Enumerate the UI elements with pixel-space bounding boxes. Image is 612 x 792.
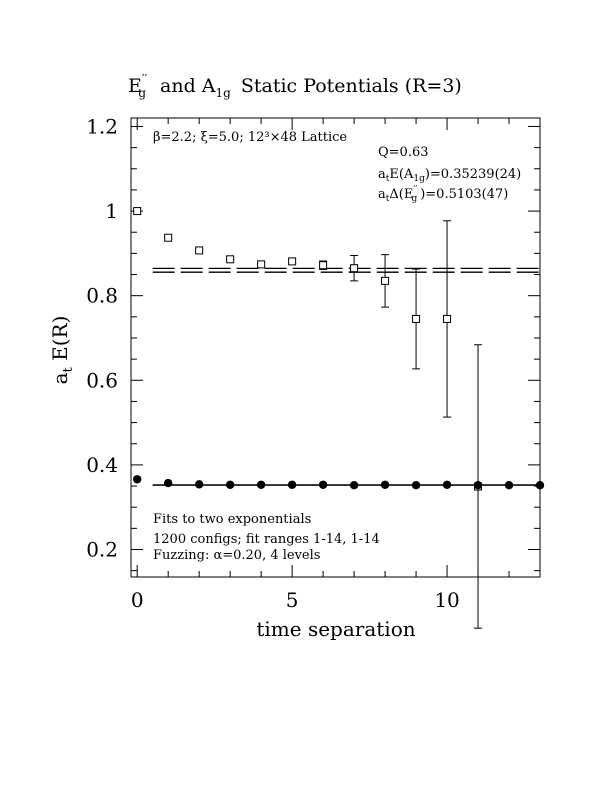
a1g-point: [194, 480, 204, 489]
eg-point: [443, 314, 452, 323]
annotation-lattice: β=2.2; ξ=5.0; 12³×48 Lattice: [153, 130, 347, 145]
y-axis-label: at E(R): [48, 316, 76, 385]
annotation-a1g: atE(A1g)=0.35239(24): [378, 167, 521, 184]
title-middle: and A: [160, 75, 216, 97]
y-tick-label: 1: [105, 199, 118, 223]
a1g-point: [504, 481, 514, 490]
title-prefix: E: [128, 75, 142, 97]
a1g-point: [163, 478, 173, 488]
x-axis-label: time separation: [256, 617, 415, 641]
a1g-sub2: 1g: [413, 174, 425, 184]
x-tick-labels: 0 5 10: [131, 588, 460, 612]
y-label-rest: E(R): [48, 316, 72, 368]
eg-point: [350, 264, 359, 273]
x-tick-label: 10: [434, 588, 459, 612]
title-prefix-sup: ′′: [142, 72, 148, 86]
eg-pre: a: [378, 187, 386, 202]
a1g-point: [132, 475, 142, 484]
eg-point: [195, 246, 204, 255]
a1g-point: [473, 481, 483, 490]
a1g-point: [225, 480, 235, 489]
a1g-point: [256, 480, 266, 489]
eg-point: [257, 260, 266, 269]
a1g-point: [535, 481, 545, 490]
a1g-sub: t: [386, 174, 390, 184]
a1g-val: )=0.35239(24): [425, 167, 521, 182]
chart-title: E′′ g and A1g Static Potentials (R=3): [128, 72, 462, 100]
eg-val: )=0.5103(47): [420, 187, 508, 202]
a1g-point: [442, 480, 452, 489]
y-tick-label: 1.2: [86, 114, 118, 138]
a1g-mid: E(A: [389, 167, 414, 182]
annotation-fuzzing: Fuzzing: α=0.20, 4 levels: [153, 548, 320, 563]
eg-point: [226, 255, 235, 264]
y-tick-label: 0.6: [86, 368, 118, 392]
eg-point: [133, 207, 142, 216]
eg-point: [412, 314, 421, 323]
title-prefix-sub: g: [138, 86, 146, 100]
a1g-point: [411, 481, 421, 490]
annotation-q: Q=0.63: [378, 145, 429, 160]
y-tick-label: 0.4: [86, 453, 118, 477]
eg-point: [288, 257, 297, 266]
eg-sup: ′′: [413, 185, 417, 195]
data-marks: [132, 207, 545, 629]
eg-point: [319, 261, 328, 270]
annotation-eg: atΔ(E′′ g)=0.5103(47): [378, 185, 508, 204]
y-tick-label: 0.2: [86, 538, 118, 562]
eg-mid: Δ(E: [389, 187, 413, 202]
title-middle-sub: 1g: [216, 86, 232, 100]
x-tick-label: 0: [131, 588, 144, 612]
y-tick-label: 0.8: [86, 284, 118, 308]
plot-frame: [130, 117, 541, 578]
a1g-point: [287, 480, 297, 489]
fit-bands: [152, 267, 540, 486]
eg-point: [164, 233, 173, 242]
eg-sub2: g: [411, 194, 417, 204]
annotation-configs: 1200 configs; fit ranges 1-14, 1-14: [153, 532, 380, 547]
annotation-fits: Fits to two exponentials: [153, 512, 311, 527]
x-tick-label: 5: [286, 588, 299, 612]
eg-sub: t: [386, 194, 390, 204]
y-label-main: a: [48, 372, 72, 384]
eg-point: [381, 276, 390, 285]
a1g-pre: a: [378, 167, 386, 182]
y-label-sub: t: [61, 366, 76, 372]
axis-ticks: [131, 118, 541, 577]
y-tick-labels: 0.2 0.4 0.6 0.8 1 1.2: [86, 114, 118, 561]
a1g-point: [380, 480, 390, 489]
title-suffix: Static Potentials (R=3): [241, 75, 462, 97]
a1g-point: [318, 480, 328, 489]
a1g-point: [349, 481, 359, 490]
